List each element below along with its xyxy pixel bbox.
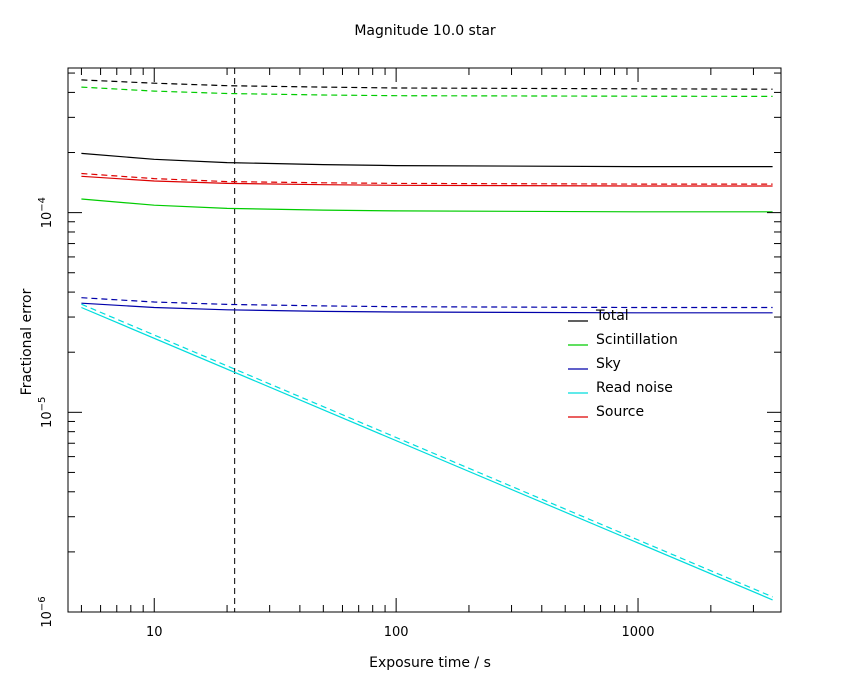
series-line-total-dashed (81, 79, 773, 90)
legend-item: Sky (568, 356, 621, 372)
legend-item: Scintillation (568, 332, 678, 348)
x-axis: 10 100 1000 (80, 68, 754, 640)
series-line-sky-dashed (81, 297, 773, 309)
series-line-scintillation-dashed (81, 86, 773, 98)
plot-area (67, 67, 782, 613)
legend-item: Total (568, 308, 629, 324)
series-line-read-noise (81, 306, 773, 601)
legend-label: Source (596, 404, 644, 420)
legend-label: Scintillation (596, 332, 678, 348)
plot-frame (67, 67, 782, 613)
y-tick-label: 10−5 (37, 397, 55, 428)
legend-item: Source (568, 404, 644, 420)
legend: Total Scintillation Sky Read noise Source (568, 308, 678, 420)
y-axis: 10−6 10−5 10−4 (37, 72, 781, 628)
series-line-total (81, 152, 773, 168)
chart-title: Magnitude 10.0 star (354, 23, 496, 39)
series-line-source-dashed (81, 172, 773, 185)
y-tick-label: 10−6 (37, 596, 55, 627)
y-axis-label: Fractional error (19, 288, 35, 395)
legend-label: Read noise (596, 380, 673, 396)
legend-label: Sky (596, 356, 621, 372)
x-tick-label: 100 (384, 625, 409, 640)
x-tick-label: 10 (146, 625, 163, 640)
y-tick-label: 10−4 (37, 197, 55, 228)
legend-item: Read noise (568, 380, 673, 396)
series-line-sky (81, 302, 773, 314)
x-axis-label: Exposure time / s (369, 655, 491, 671)
x-tick-label: 1000 (621, 625, 654, 640)
series-line-source (81, 175, 773, 187)
series-line-read-noise-dashed (81, 303, 773, 598)
series-line-scintillation (81, 198, 773, 213)
legend-label: Total (595, 308, 629, 324)
